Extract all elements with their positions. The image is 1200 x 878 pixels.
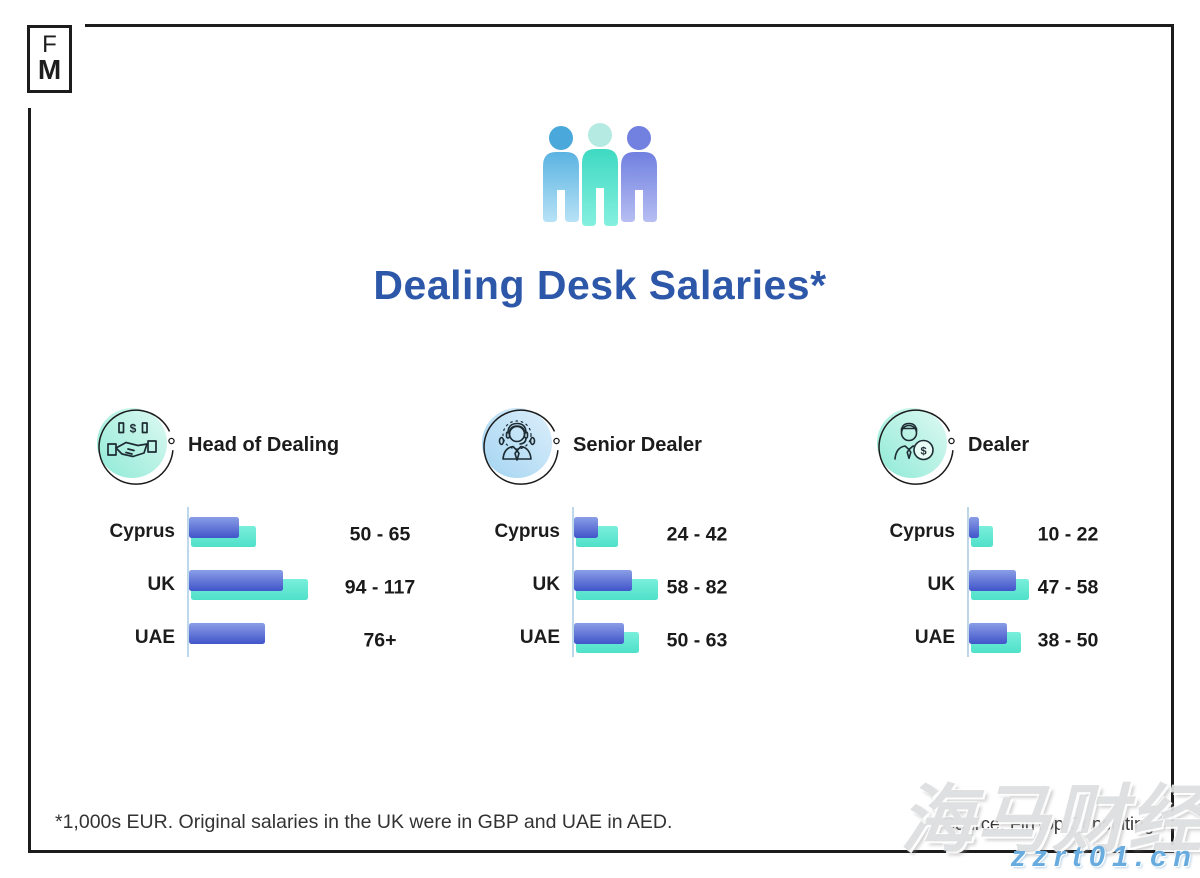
salary-range-label: 50 - 65: [349, 523, 411, 546]
country-label: UAE: [914, 626, 955, 648]
section-senior-dealer: Senior Dealer Cyprus 24 - 42 UK 58 - 82 …: [480, 403, 832, 664]
bar-group: [189, 622, 447, 653]
section-title: Dealer: [968, 433, 1030, 456]
bar-group: [189, 569, 447, 600]
chart-axis: [572, 507, 574, 657]
bar-low: [969, 622, 1007, 644]
bar-low: [189, 622, 265, 644]
chart-row: UAE 38 - 50: [875, 611, 1200, 664]
svg-text:$: $: [130, 422, 137, 436]
bar-low: [969, 516, 979, 538]
footnote: *1,000s EUR. Original salaries in the UK…: [55, 811, 673, 833]
bar-chart-senior-dealer: Cyprus 24 - 42 UK 58 - 82 UAE 50 - 63: [480, 505, 832, 664]
section-head-of-dealing: $ Head of Dealing Cyprus 50 - 65 UK 94 -…: [95, 403, 447, 664]
salary-range-label: 47 - 58: [1037, 576, 1099, 599]
country-label: UK: [532, 573, 560, 595]
chart-axis: [187, 507, 189, 657]
salary-range-label: 94 - 117: [344, 576, 416, 599]
country-label: UK: [927, 573, 955, 595]
bar-group: [574, 622, 832, 653]
svg-text:$: $: [920, 446, 926, 458]
bar-group: [969, 622, 1200, 653]
section-header: $ Head of Dealing: [95, 403, 447, 487]
bar-low: [574, 622, 624, 644]
section-title: Head of Dealing: [188, 433, 340, 456]
chart-row: UAE 50 - 63: [480, 611, 832, 664]
dealer-coin-icon: $: [875, 403, 955, 487]
country-label: UK: [147, 573, 175, 595]
chart-axis: [967, 507, 969, 657]
section-header: $ Dealer: [875, 403, 1200, 487]
country-label: UAE: [519, 626, 560, 648]
chart-row: UAE 76+: [95, 611, 447, 664]
bar-group: [574, 569, 832, 600]
salary-range-label: 24 - 42: [666, 523, 728, 546]
salary-range-label: 76+: [363, 629, 397, 652]
source-credit: Source: FinTop Consulting: [942, 814, 1154, 834]
chart-row: Cyprus 10 - 22: [875, 505, 1200, 558]
chart-row: UK 94 - 117: [95, 558, 447, 611]
bar-group: [969, 569, 1200, 600]
handshake-money-icon: $: [95, 403, 175, 487]
watermark-url: zzrt01.cn: [1010, 841, 1198, 873]
chart-row: Cyprus 24 - 42: [480, 505, 832, 558]
page-frame: [28, 24, 1174, 853]
bar-low: [189, 516, 239, 538]
country-label: Cyprus: [494, 520, 560, 542]
bar-low: [969, 569, 1016, 591]
watermark-cjk: 海马财经: [900, 778, 1200, 861]
bar-chart-dealer: Cyprus 10 - 22 UK 47 - 58 UAE 38 - 50: [875, 505, 1200, 664]
bar-low: [574, 516, 598, 538]
bar-low: [189, 569, 283, 591]
salary-range-label: 50 - 63: [666, 629, 728, 652]
people-group-icon: [543, 123, 657, 226]
dealer-headset-icon: [480, 403, 560, 487]
chart-row: UK 47 - 58: [875, 558, 1200, 611]
bar-group: [969, 516, 1200, 547]
fm-logo-letter-m: M: [37, 54, 62, 86]
bar-low: [574, 569, 632, 591]
bar-group: [189, 516, 447, 547]
section-header: Senior Dealer: [480, 403, 832, 487]
fm-logo: F M: [27, 25, 72, 93]
country-label: UAE: [134, 626, 175, 648]
chart-row: UK 58 - 82: [480, 558, 832, 611]
salary-range-label: 38 - 50: [1037, 629, 1099, 652]
salary-range-label: 10 - 22: [1037, 523, 1099, 546]
country-label: Cyprus: [109, 520, 175, 542]
section-title: Senior Dealer: [573, 433, 702, 456]
country-label: Cyprus: [889, 520, 955, 542]
fm-logo-letter-f: F: [42, 30, 57, 58]
chart-row: Cyprus 50 - 65: [95, 505, 447, 558]
bar-group: [574, 516, 832, 547]
section-dealer: $ Dealer Cyprus 10 - 22 UK 47 - 58 UAE: [875, 403, 1200, 664]
page-title: Dealing Desk Salaries*: [373, 262, 827, 308]
bar-chart-head-of-dealing: Cyprus 50 - 65 UK 94 - 117 UAE 76+: [95, 505, 447, 664]
salary-range-label: 58 - 82: [666, 576, 728, 599]
